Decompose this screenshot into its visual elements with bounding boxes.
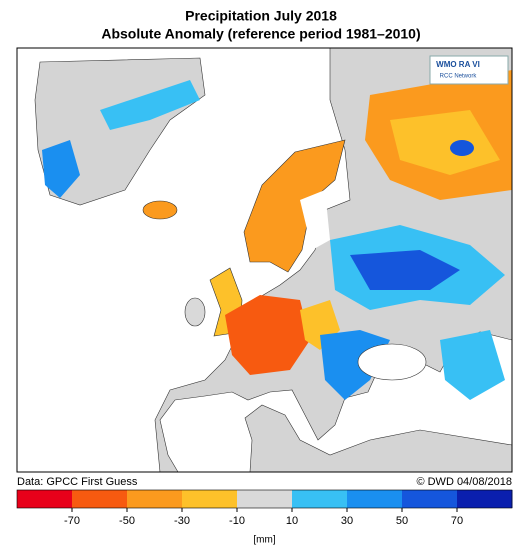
colorbar-tick-label: -30 (174, 515, 190, 527)
anomaly-area (225, 295, 310, 375)
colorbar-tick-label: -70 (64, 515, 80, 527)
anomaly-area (42, 140, 80, 198)
colorbar-tick-label: 10 (286, 515, 298, 527)
colorbar-frame (16, 489, 513, 509)
colorbar-bin (17, 490, 73, 508)
land (243, 139, 346, 273)
anomaly-area (100, 80, 200, 130)
colorbar-bin (457, 490, 513, 508)
sea (357, 343, 427, 381)
logo (429, 55, 509, 85)
data-source: Data: GPCC First Guess (17, 476, 138, 488)
subtitle: Absolute Anomaly (reference period 1981–… (101, 26, 420, 42)
colorbar-bin (127, 490, 183, 508)
colorbar-tick-label: -50 (119, 515, 135, 527)
colorbar-tick-label: 70 (451, 515, 463, 527)
colorbar-bin (72, 490, 128, 508)
title: Precipitation July 2018 (185, 8, 337, 24)
map: WMO RA VI RCC Network (16, 47, 513, 473)
colorbar-tick-label: 50 (396, 515, 408, 527)
anomaly-area (440, 330, 505, 400)
logo-name: WMO RA VI (436, 60, 480, 69)
anomaly-area (350, 250, 460, 290)
logo-network: RCC Network (440, 74, 478, 80)
colorbar-tick-label: 30 (341, 515, 353, 527)
land (142, 200, 178, 220)
colorbar-unit: [mm] (253, 535, 275, 546)
colorbar-bin (182, 490, 238, 508)
colorbar-bin (347, 490, 403, 508)
colorbar-bin (237, 490, 293, 508)
credit: © DWD 04/08/2018 (416, 476, 512, 488)
anomaly-area (390, 110, 500, 175)
anomaly-area (450, 140, 474, 156)
colorbar: -70 -50 -30 -10 10 30 50 70 [mm] (16, 489, 513, 546)
map-frame (16, 47, 513, 473)
colorbar-bin (402, 490, 458, 508)
sea (300, 190, 330, 250)
land (184, 297, 206, 327)
colorbar-bin (292, 490, 348, 508)
colorbar-tick-label: -10 (229, 515, 245, 527)
